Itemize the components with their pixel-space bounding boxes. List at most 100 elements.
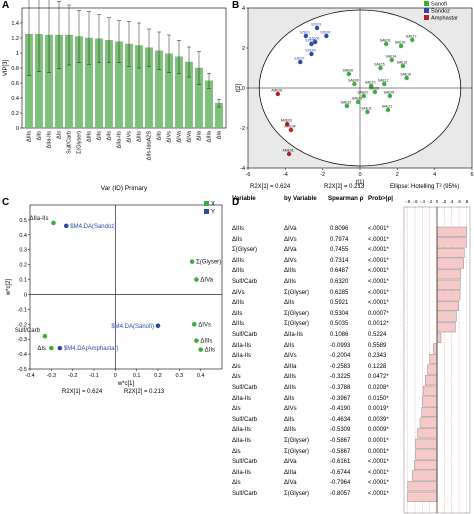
y-tick-label: 0.2 (11, 111, 19, 117)
point-label: SAE15 (374, 63, 385, 67)
cell-by-variable: ΔIVa (284, 247, 297, 254)
cell-by-variable: Σ(Glyser) (284, 321, 310, 328)
panel-letter-a: A (2, 0, 10, 11)
x-tick-label: ΔIIs-IdoA2S (147, 131, 153, 161)
correlation-bar (436, 279, 461, 290)
panel-letter-b: B (232, 0, 240, 11)
x-tick-label: ΔIs (57, 131, 63, 139)
y-tick-label: 0.4 (11, 96, 19, 102)
x-tick-label: 0 (358, 172, 361, 178)
point-label: SAE05 (384, 91, 395, 95)
cell-by-variable: ΔIVs (284, 406, 297, 413)
x-tick-label: ΔIVa (187, 130, 193, 142)
plot-frame (29, 204, 223, 370)
x-tick-label: ΔIIIa (207, 130, 213, 142)
table-row: ΔIIs Σ(Glyser) 0.5304 0.0007* (230, 311, 474, 322)
cell-by-variable: ΔIIa-IIs (284, 332, 304, 338)
point-label: SAE16 (397, 61, 408, 65)
cell-variable: Sulf/Carb (232, 459, 258, 466)
cell-spearman-rho: -0.0993 (330, 342, 351, 349)
table-row: Sulf/Carb ΔIIIs -0.3788 0.0208* (230, 385, 474, 396)
table-row: ΔIIIs ΔIVa 0.8096 <.0001* (230, 226, 474, 237)
point-label: $M4.DA(Sanofi) (111, 324, 154, 330)
panel-b: B -6 -4 -2 0 2 4 6 -4 -2 0 2 4 SAE14 SAE16 SAE03 SAE20 S… (232, 0, 474, 195)
correlation-bar (436, 226, 467, 237)
y-tick-label: -0.3 (18, 337, 27, 343)
cell-prob: <.0001* (368, 491, 389, 497)
correlation-bar (419, 417, 438, 428)
legend-label: Sanofi (431, 2, 447, 8)
cell-by-variable: ΔIIs (284, 300, 295, 307)
point-label: ΔIIIs (200, 339, 212, 345)
legend-label: Amphastar (431, 16, 458, 22)
cell-variable: ΔIIs (232, 236, 243, 243)
cell-by-variable: ΔIIs (284, 416, 295, 423)
correlation-bar (407, 481, 438, 492)
correlation-bar-column: -.8 -.6 -.4 -.2 0.2 .4.6.8 (403, 199, 471, 514)
point-label: SAE01 (352, 97, 363, 101)
score-point (400, 63, 406, 69)
score-point (275, 91, 281, 97)
point-label: SAE21 (382, 105, 393, 109)
y-axis-label: t[2] (236, 84, 242, 93)
cell-by-variable: Σ(Glyser) (284, 491, 310, 497)
point-label: SAE22 (341, 101, 352, 105)
cell-by-variable: Σ(Glyser) (284, 289, 310, 296)
x-tick-label: -0.4 (25, 373, 34, 379)
x-tick-label: 0 (114, 373, 117, 379)
footer-ellipse: Ellipse: Hotelling T² (95%) (390, 184, 459, 190)
scale-label: -.2 (427, 199, 433, 204)
point-label: SAE14 (385, 55, 396, 59)
score-point (346, 71, 351, 77)
score-point (286, 151, 292, 157)
header-spearman-rho: Spearman ρ (328, 195, 364, 202)
loading-point (198, 347, 203, 352)
point-label: SAE02 (357, 91, 368, 95)
cell-prob: <.0001* (368, 247, 389, 254)
cell-spearman-rho: -0.3967 (330, 395, 351, 402)
x-tick-label: Sulf/Carb (67, 131, 73, 154)
table-row: ΔIs ΔIIIs -0.3225 0.0472* (230, 374, 474, 385)
x-tick-label: -6 (246, 172, 251, 178)
table-row: ΔIIIs ΔIIs 0.5921 <.0001* (230, 300, 474, 311)
cell-by-variable: ΔIIIs (284, 427, 297, 434)
correlation-bar (436, 301, 459, 311)
x-tick-label: ΔIIs (97, 131, 103, 141)
loading-point (51, 220, 56, 226)
point-label: ΔIs (37, 346, 46, 352)
score-point (387, 93, 393, 99)
loading-point (155, 323, 161, 329)
point-label: AME02 (271, 89, 282, 93)
y-tick-label: 0 (24, 292, 27, 298)
loading-point (194, 338, 199, 343)
correlation-bar (436, 237, 467, 248)
table-row: Sulf/Carb ΔIIa-IIs 0.1086 0.5224 (230, 332, 474, 343)
point-label: SAE09 (348, 79, 359, 83)
cell-spearman-rho: 0.7314 (330, 257, 349, 264)
cell-spearman-rho: -0.7964 (330, 480, 351, 487)
cell-variable: ΔIIa-IIs (232, 353, 252, 360)
cell-by-variable: ΔIIIs (284, 374, 297, 381)
legend-label: Sandoz (431, 9, 450, 15)
point-label: AME01 (283, 149, 294, 153)
legend-label: X (211, 202, 215, 208)
loading-point (63, 223, 69, 229)
cell-variable: ΔIs (232, 448, 241, 455)
cell-variable: ΔIIIs (232, 257, 245, 264)
cell-variable: Sulf/Carb (232, 332, 258, 338)
cell-prob: <.0001* (368, 236, 389, 243)
cell-by-variable: ΔIIIa (284, 363, 297, 370)
cell-prob: <.0001* (368, 279, 389, 285)
cell-spearman-rho: -0.6161 (330, 459, 351, 466)
correlation-bar (415, 449, 438, 460)
table-row: Sulf/Carb Σ(Glyser) -0.8057 <.0001* (230, 491, 474, 502)
cell-prob: <.0001* (368, 469, 389, 476)
cell-by-variable: ΔIVs (284, 257, 297, 264)
cell-spearman-rho: -0.5867 (330, 438, 351, 444)
correlation-bar (433, 343, 438, 354)
score-point (303, 33, 309, 39)
vip-bar-chart: 0 0.2 0.4 0.6 0.8 1 1.2 1.4 ΔIIIs ΔIIs ΔIIa-IIs ΔIs… (3, 0, 227, 192)
score-point (309, 51, 314, 57)
